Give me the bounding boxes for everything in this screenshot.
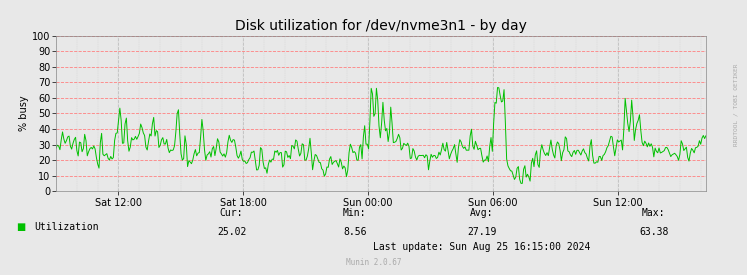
- Text: 27.19: 27.19: [467, 227, 497, 237]
- Text: 25.02: 25.02: [217, 227, 247, 237]
- Text: Max:: Max:: [642, 208, 666, 218]
- Text: RRDTOOL / TOBI OETIKER: RRDTOOL / TOBI OETIKER: [733, 63, 738, 146]
- Text: Utilization: Utilization: [34, 222, 99, 232]
- Text: Last update: Sun Aug 25 16:15:00 2024: Last update: Sun Aug 25 16:15:00 2024: [374, 243, 590, 252]
- Y-axis label: % busy: % busy: [19, 96, 29, 131]
- Text: Munin 2.0.67: Munin 2.0.67: [346, 258, 401, 267]
- Text: 8.56: 8.56: [343, 227, 367, 237]
- Text: 63.38: 63.38: [639, 227, 669, 237]
- Text: Avg:: Avg:: [470, 208, 494, 218]
- Text: Min:: Min:: [343, 208, 367, 218]
- Text: ■: ■: [16, 222, 25, 232]
- Text: Cur:: Cur:: [220, 208, 244, 218]
- Title: Disk utilization for /dev/nvme3n1 - by day: Disk utilization for /dev/nvme3n1 - by d…: [235, 19, 527, 33]
